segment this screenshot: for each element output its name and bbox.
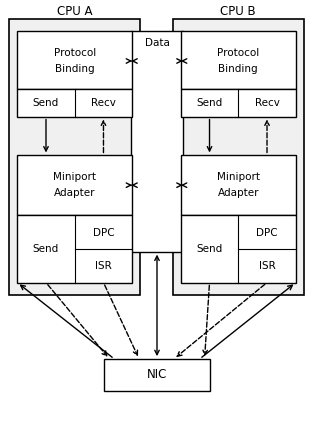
Bar [17, 89, 132, 117]
Text: DPC: DPC [93, 228, 114, 238]
Bar [17, 215, 132, 282]
Bar [181, 215, 296, 282]
Text: Adapter: Adapter [218, 188, 259, 198]
Bar [105, 359, 209, 391]
Bar [9, 19, 140, 296]
Text: Adapter: Adapter [54, 188, 95, 198]
Bar [181, 89, 296, 117]
Text: CPU B: CPU B [220, 5, 256, 18]
Text: Binding: Binding [55, 64, 95, 74]
Text: Send: Send [196, 244, 223, 254]
Text: Protocol: Protocol [54, 48, 96, 58]
Text: Send: Send [196, 98, 223, 108]
Bar [173, 19, 304, 296]
Bar [17, 31, 132, 89]
Text: CPU A: CPU A [57, 5, 92, 18]
Text: Send: Send [33, 98, 59, 108]
Text: Send: Send [33, 244, 59, 254]
Text: Data: Data [145, 38, 169, 48]
Bar [131, 31, 183, 252]
Text: Miniport: Miniport [53, 172, 96, 182]
Text: Protocol: Protocol [217, 48, 259, 58]
Text: DPC: DPC [256, 228, 278, 238]
Text: Binding: Binding [218, 64, 258, 74]
Bar [181, 155, 296, 215]
Text: Miniport: Miniport [217, 172, 260, 182]
Text: Recv: Recv [254, 98, 280, 108]
Bar [17, 155, 132, 215]
Text: ISR: ISR [259, 261, 275, 271]
Text: NIC: NIC [147, 368, 167, 381]
Bar [181, 31, 296, 89]
Text: ISR: ISR [95, 261, 112, 271]
Text: Recv: Recv [91, 98, 116, 108]
